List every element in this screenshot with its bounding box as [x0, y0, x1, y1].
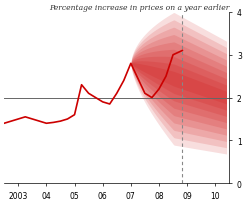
- Text: Percentage increase in prices on a year earlier: Percentage increase in prices on a year …: [49, 4, 229, 12]
